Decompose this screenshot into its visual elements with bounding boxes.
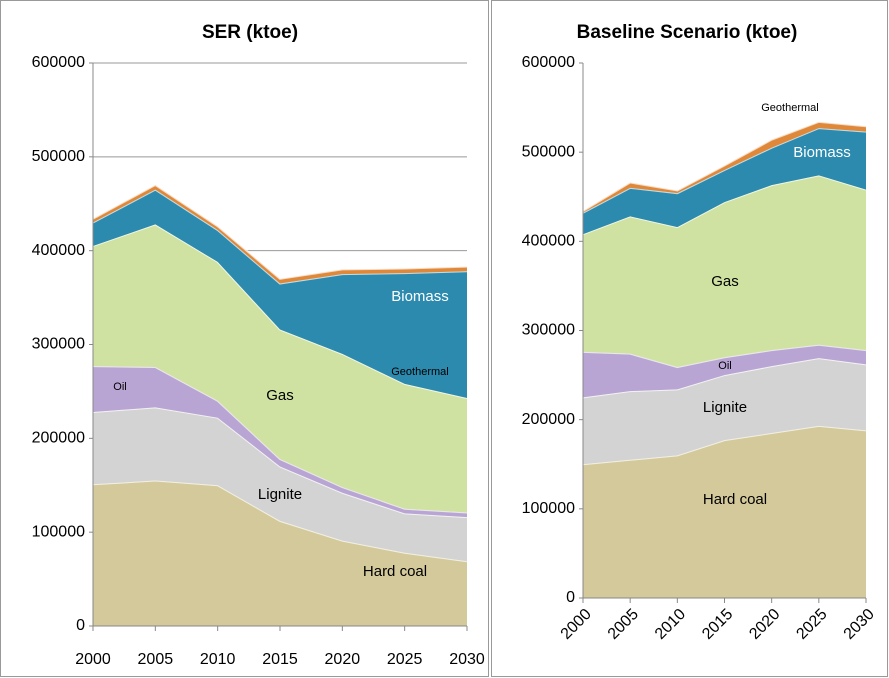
- chart-title: SER (ktoe): [202, 22, 298, 43]
- x-tick-label: 2010: [200, 651, 236, 668]
- y-tick-label: 0: [76, 617, 85, 634]
- y-tick-label: 100000: [32, 523, 85, 540]
- y-tick-label: 0: [566, 589, 575, 606]
- y-tick-label: 200000: [32, 430, 85, 447]
- y-tick-label: 400000: [522, 233, 575, 250]
- area: [93, 224, 467, 513]
- series-label: Biomass: [793, 144, 851, 161]
- series-label: Geothermal: [761, 102, 818, 114]
- area: [583, 121, 866, 213]
- area-edge: [582, 120, 867, 212]
- area: [93, 189, 467, 398]
- area: [583, 344, 866, 398]
- area: [93, 184, 467, 284]
- x-tick-label: 2025: [387, 651, 423, 668]
- series-label: Hard coal: [363, 563, 427, 580]
- x-tick-label: 2005: [138, 651, 174, 668]
- series-label: Lignite: [703, 399, 747, 416]
- x-tick-label: 2015: [262, 651, 298, 668]
- series-label: Geothermal: [391, 366, 448, 378]
- x-tick-label: 2030: [449, 651, 485, 668]
- chart-title: Baseline Scenario (ktoe): [577, 22, 798, 43]
- y-tick-label: 500000: [32, 148, 85, 165]
- x-tick-label: 2000: [75, 651, 111, 668]
- area: [583, 175, 866, 368]
- y-tick-label: 300000: [32, 336, 85, 353]
- series-label: Oil: [718, 360, 731, 372]
- series-label: Lignite: [258, 486, 302, 503]
- y-tick-label: 100000: [522, 500, 575, 517]
- series-label: Hard coal: [703, 491, 767, 508]
- y-tick-label: 300000: [522, 322, 575, 339]
- area: [583, 358, 866, 465]
- area: [93, 480, 467, 626]
- y-tick-label: 600000: [32, 54, 85, 71]
- series-label: Gas: [711, 273, 739, 290]
- area-edge: [92, 183, 468, 280]
- y-tick-label: 600000: [522, 54, 575, 71]
- y-tick-label: 400000: [32, 242, 85, 259]
- area: [93, 407, 467, 562]
- area: [93, 366, 467, 518]
- series-label: Gas: [266, 387, 294, 404]
- series-label: Oil: [113, 381, 126, 393]
- area: [583, 425, 866, 598]
- y-tick-label: 500000: [522, 143, 575, 160]
- x-tick-label: 2020: [325, 651, 361, 668]
- series-label: Biomass: [391, 288, 449, 305]
- area: [583, 128, 866, 235]
- y-tick-label: 200000: [522, 411, 575, 428]
